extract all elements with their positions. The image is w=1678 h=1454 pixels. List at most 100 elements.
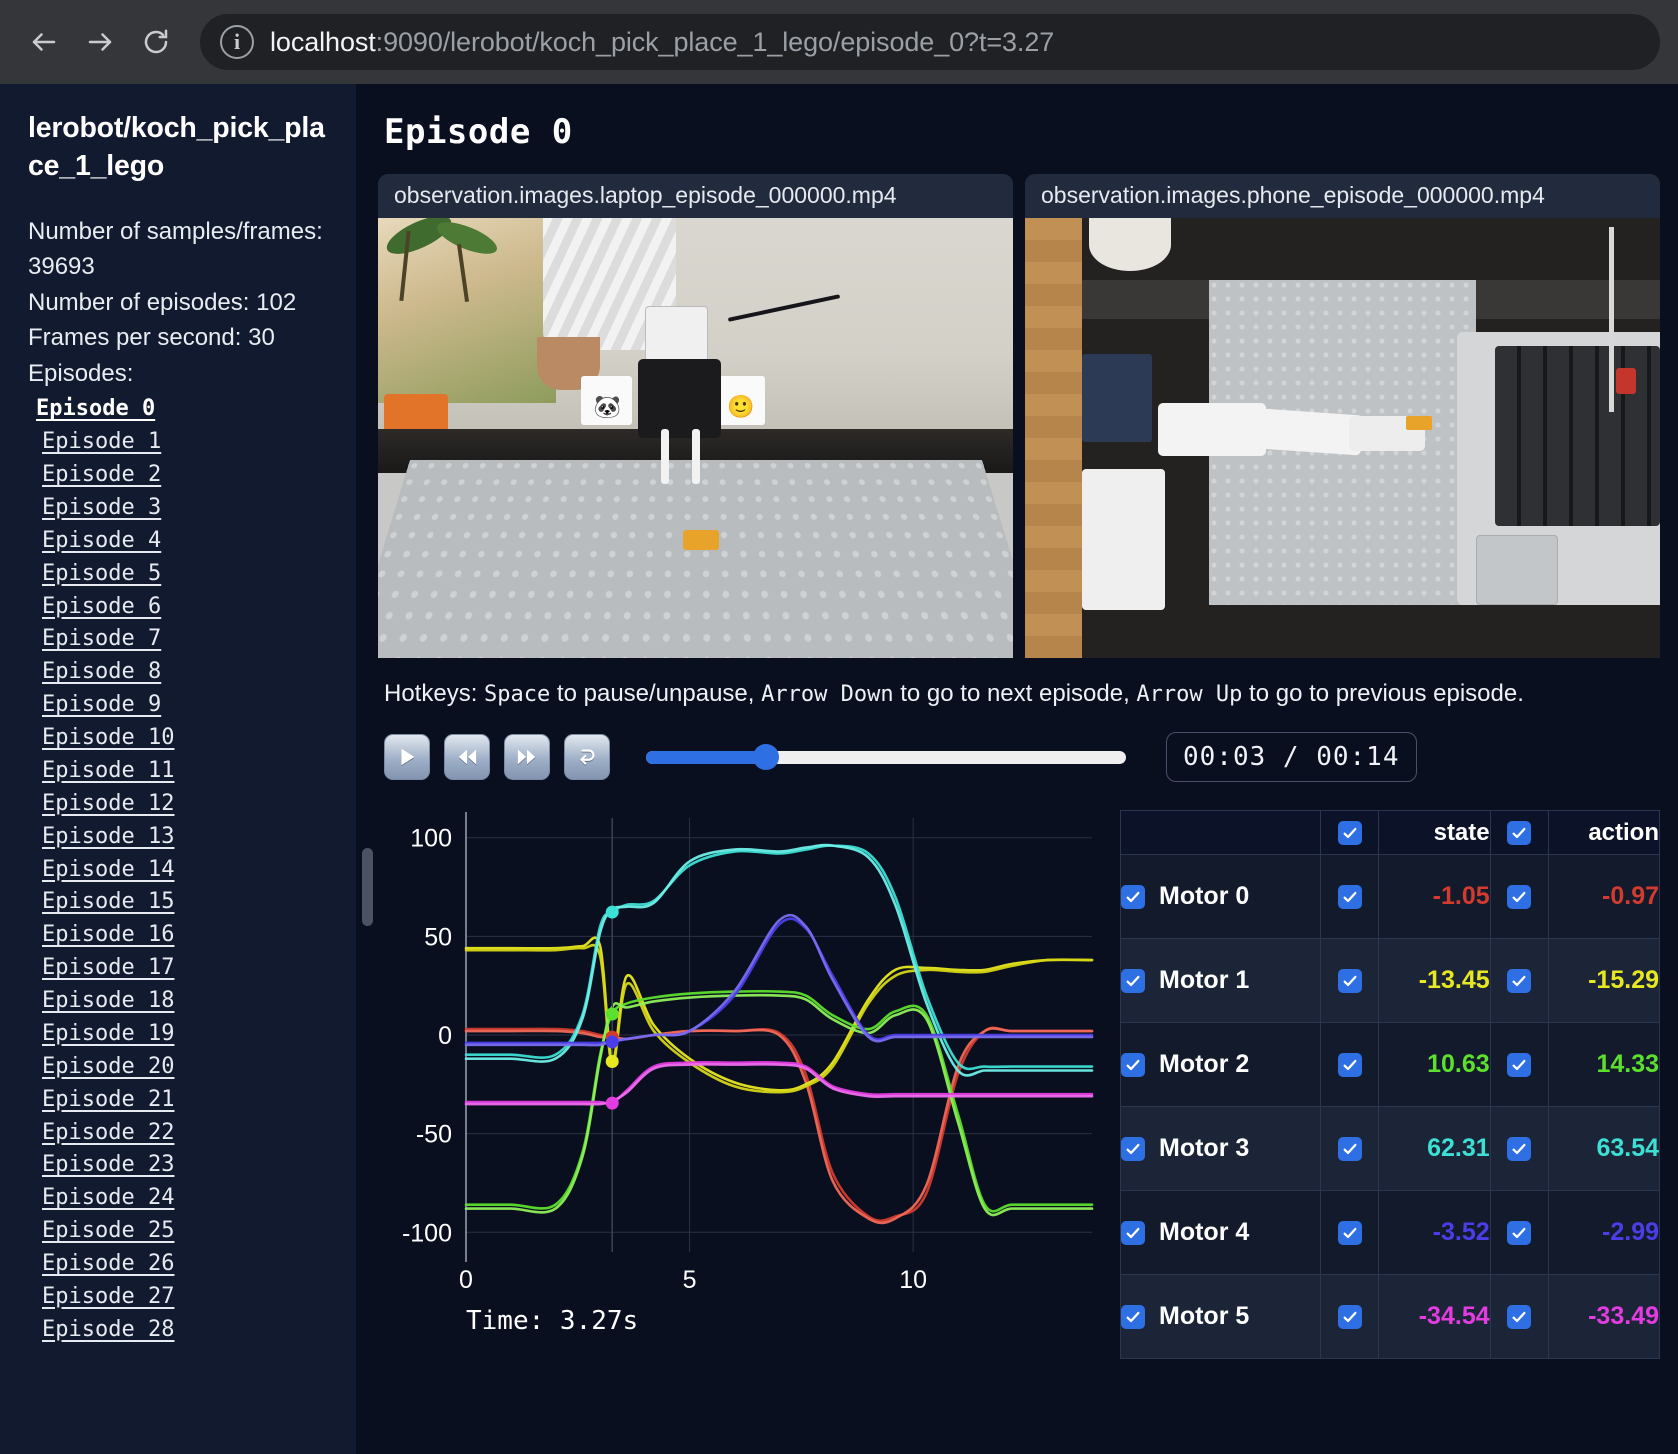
checkbox-icon[interactable] [1507, 884, 1532, 909]
checkbox-icon[interactable] [1121, 884, 1145, 909]
checkbox-icon[interactable] [1121, 1136, 1145, 1161]
sidebar-item-episode-0[interactable]: Episode 0 [36, 396, 156, 422]
sidebar-item-episode-19[interactable]: Episode 19 [42, 1020, 175, 1046]
hotkeys-hint: Hotkeys: Space to pause/unpause, Arrow D… [384, 680, 1660, 708]
bottom-row: -100 -50 0 50 100 0 5 10 Time: 3.27s state [378, 800, 1661, 1359]
motor-state-toggle[interactable] [1320, 1106, 1380, 1191]
motor-action-toggle[interactable] [1489, 1022, 1549, 1107]
sidebar-item-episode-8[interactable]: Episode 8 [42, 659, 162, 685]
sidebar-item-episode-6[interactable]: Episode 6 [42, 593, 162, 619]
motor-action-toggle[interactable] [1489, 938, 1549, 1023]
sidebar-item-episode-25[interactable]: Episode 25 [42, 1218, 175, 1244]
checkbox-icon[interactable] [1121, 1304, 1145, 1329]
info-icon[interactable]: i [220, 25, 254, 59]
sidebar-item-episode-23[interactable]: Episode 23 [42, 1152, 175, 1178]
motor-action-toggle[interactable] [1489, 1190, 1549, 1275]
hotkey-space: Space [484, 682, 551, 707]
back-icon[interactable] [18, 16, 70, 68]
sidebar-item-episode-7[interactable]: Episode 7 [42, 626, 162, 652]
sidebar-item-episode-17[interactable]: Episode 17 [42, 955, 175, 981]
sidebar-item-episode-2[interactable]: Episode 2 [42, 462, 162, 488]
play-icon[interactable] [384, 734, 430, 780]
sidebar-item-episode-14[interactable]: Episode 14 [42, 856, 175, 882]
sidebar-item-episode-15[interactable]: Episode 15 [42, 889, 175, 915]
checkbox-icon[interactable] [1121, 1052, 1145, 1077]
sidebar-item-episode-28[interactable]: Episode 28 [42, 1316, 175, 1342]
checkbox-icon[interactable] [1337, 968, 1362, 993]
sidebar-item-episode-18[interactable]: Episode 18 [42, 988, 175, 1014]
state-column-toggle[interactable] [1320, 810, 1380, 855]
chart-canvas: -100 -50 0 50 100 0 5 10 [378, 800, 1108, 1300]
time-display: 00:03 / 00:14 [1166, 732, 1417, 782]
smiley-sticker-icon: 🙂 [727, 394, 755, 419]
chart-cursor-point [605, 905, 619, 919]
checkbox-icon[interactable] [1507, 1136, 1532, 1161]
checkbox-icon[interactable] [1121, 968, 1145, 993]
motor-action-toggle[interactable] [1489, 854, 1549, 939]
checkbox-icon[interactable] [1507, 968, 1532, 993]
fast-forward-icon[interactable] [504, 734, 550, 780]
sidebar-item-episode-20[interactable]: Episode 20 [42, 1053, 175, 1079]
checkbox-icon[interactable] [1507, 1052, 1532, 1077]
sidebar-item-episode-27[interactable]: Episode 27 [42, 1283, 175, 1309]
sidebar-item-episode-10[interactable]: Episode 10 [42, 725, 175, 751]
url-text: localhost:9090/lerobot/koch_pick_place_1… [270, 27, 1054, 58]
seek-thumb[interactable] [752, 744, 779, 770]
chart-series-state-motor_4 [464, 917, 1094, 1045]
sidebar-scrollbar-thumb[interactable] [362, 848, 373, 926]
checkbox-icon[interactable] [1507, 820, 1532, 845]
lego-baseplate [378, 460, 1013, 658]
sidebar-item-episode-9[interactable]: Episode 9 [42, 692, 162, 718]
motor-state-toggle[interactable] [1320, 938, 1380, 1023]
video-phone-player[interactable] [1025, 218, 1660, 658]
sidebar-item-episode-21[interactable]: Episode 21 [42, 1086, 175, 1112]
reload-icon[interactable] [130, 16, 182, 68]
sidebar-item-episode-13[interactable]: Episode 13 [42, 823, 175, 849]
seek-slider[interactable] [646, 744, 1126, 770]
motor-row-label-cell[interactable]: Motor 2 [1119, 1022, 1322, 1107]
checkbox-icon[interactable] [1337, 884, 1362, 909]
checkbox-icon[interactable] [1507, 1304, 1532, 1329]
sidebar-item-episode-12[interactable]: Episode 12 [42, 790, 175, 816]
robot-arm-body [638, 358, 721, 438]
checkbox-icon[interactable] [1337, 1304, 1362, 1329]
sidebar-item-episode-3[interactable]: Episode 3 [42, 494, 162, 520]
motor-row-label-cell[interactable]: Motor 3 [1119, 1106, 1322, 1191]
sidebar-item-episode-11[interactable]: Episode 11 [42, 757, 175, 783]
motor-action-toggle[interactable] [1489, 1106, 1549, 1191]
sidebar-item-episode-16[interactable]: Episode 16 [42, 922, 175, 948]
checkbox-icon[interactable] [1121, 1220, 1145, 1245]
motor-row-label-cell[interactable]: Motor 1 [1119, 938, 1322, 1023]
laptop-trackpad [1475, 534, 1559, 606]
motor-row-label-cell[interactable]: Motor 5 [1119, 1274, 1322, 1359]
video-laptop-player[interactable]: 🐼 🙂 [378, 218, 1013, 658]
address-bar[interactable]: i localhost:9090/lerobot/koch_pick_place… [200, 14, 1660, 70]
motor-action-toggle[interactable] [1489, 1274, 1549, 1359]
motor-state-toggle[interactable] [1320, 1022, 1380, 1107]
motor-state-toggle[interactable] [1320, 1274, 1380, 1359]
motor-state-toggle[interactable] [1320, 854, 1380, 939]
sidebar-item-episode-22[interactable]: Episode 22 [42, 1119, 175, 1145]
hotkeys-text-2: to go to next episode, [893, 680, 1137, 707]
loop-icon[interactable] [564, 734, 610, 780]
sidebar-item-episode-5[interactable]: Episode 5 [42, 560, 162, 586]
motor-action-value: -33.49 [1547, 1274, 1661, 1359]
motors-table-head: state action [1119, 810, 1661, 855]
sidebar-item-episode-1[interactable]: Episode 1 [42, 429, 162, 455]
checkbox-icon[interactable] [1337, 1052, 1362, 1077]
sidebar-item-episode-24[interactable]: Episode 24 [42, 1185, 175, 1211]
checkbox-icon[interactable] [1337, 1136, 1362, 1161]
robot-gripper-finger [660, 429, 669, 485]
motor-row-label-cell[interactable]: Motor 4 [1119, 1190, 1322, 1275]
rewind-icon[interactable] [444, 734, 490, 780]
checkbox-icon[interactable] [1337, 1220, 1362, 1245]
sidebar-item-episode-4[interactable]: Episode 4 [42, 527, 162, 553]
motor-state-toggle[interactable] [1320, 1190, 1380, 1275]
timeseries-chart[interactable]: -100 -50 0 50 100 0 5 10 Time: 3.27s [378, 800, 1108, 1359]
checkbox-icon[interactable] [1507, 1220, 1532, 1245]
sidebar-item-episode-26[interactable]: Episode 26 [42, 1251, 175, 1277]
forward-icon[interactable] [74, 16, 126, 68]
checkbox-icon[interactable] [1337, 820, 1362, 845]
motor-row-label-cell[interactable]: Motor 0 [1119, 854, 1322, 939]
action-column-toggle[interactable] [1489, 810, 1549, 855]
